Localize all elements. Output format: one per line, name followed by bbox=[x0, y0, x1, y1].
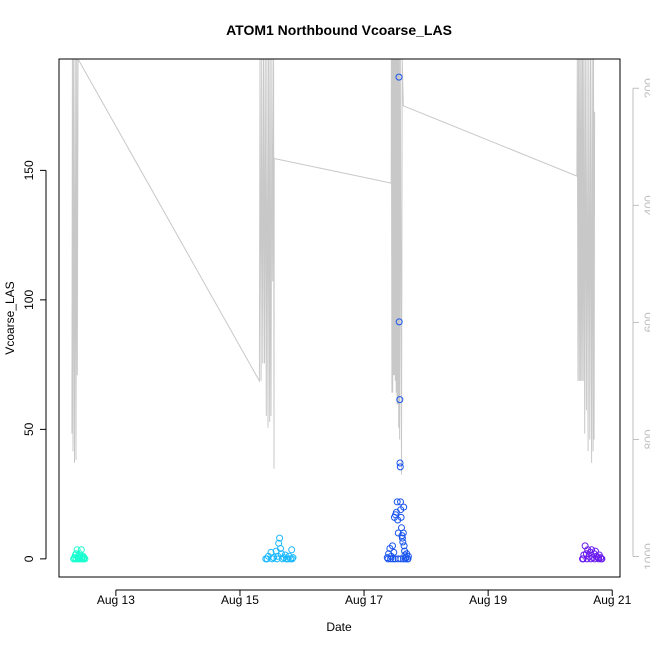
data-point bbox=[583, 555, 591, 563]
data-point bbox=[268, 555, 276, 563]
data-point bbox=[288, 555, 296, 563]
data-point bbox=[397, 555, 405, 563]
data-point bbox=[595, 555, 603, 563]
data-point bbox=[387, 555, 395, 563]
data-point bbox=[270, 554, 278, 562]
data-point bbox=[404, 555, 412, 563]
data-point bbox=[399, 538, 407, 546]
data-point bbox=[400, 542, 408, 550]
chart-title: ATOM1 Northbound Vcoarse_LAS bbox=[226, 22, 452, 38]
data-point bbox=[390, 548, 398, 556]
data-point bbox=[579, 555, 587, 563]
data-point bbox=[77, 546, 85, 554]
data-point bbox=[288, 546, 296, 554]
data-point bbox=[263, 555, 271, 563]
y-tick-label: 150 bbox=[22, 160, 36, 180]
right-tick-label: 1000 bbox=[642, 543, 650, 570]
data-point bbox=[276, 534, 284, 542]
data-point bbox=[591, 547, 599, 555]
data-point bbox=[398, 534, 406, 542]
right-tick-label: 800 bbox=[642, 429, 650, 449]
points-layer bbox=[70, 73, 606, 563]
data-point bbox=[395, 318, 403, 326]
right-axis-series-line bbox=[71, 59, 596, 475]
x-axis-label: Date bbox=[326, 620, 352, 634]
data-point bbox=[597, 555, 605, 563]
right-tick-label: 400 bbox=[642, 195, 650, 215]
right-axis-line-layer bbox=[71, 59, 596, 475]
axes-layer: Aug 13 Aug 15 Aug 17 Aug 19 Aug 21 0 50 100 150 2… bbox=[22, 78, 650, 607]
data-point bbox=[384, 555, 392, 563]
y-tick-label: 100 bbox=[22, 290, 36, 310]
x-tick-label: Aug 19 bbox=[469, 593, 507, 607]
data-point bbox=[587, 555, 595, 563]
data-point bbox=[401, 555, 409, 563]
data-point bbox=[389, 555, 397, 563]
data-point bbox=[400, 503, 408, 511]
right-tick-label: 200 bbox=[642, 78, 650, 98]
data-point bbox=[399, 529, 407, 537]
data-point bbox=[284, 555, 292, 563]
data-point bbox=[396, 463, 404, 471]
data-point bbox=[277, 545, 284, 552]
y-axis-label: Vcoarse_LAS bbox=[3, 281, 17, 354]
data-point bbox=[400, 555, 407, 563]
data-point bbox=[396, 396, 404, 404]
data-point bbox=[389, 542, 396, 550]
right-tick-label: 600 bbox=[642, 312, 650, 332]
data-point bbox=[279, 555, 287, 563]
x-tick-label: Aug 13 bbox=[97, 593, 135, 607]
x-tick-label: Aug 15 bbox=[221, 593, 259, 607]
y-tick-label: 0 bbox=[22, 555, 36, 562]
plot-border bbox=[58, 58, 621, 578]
data-point bbox=[395, 73, 403, 81]
data-point bbox=[396, 459, 404, 467]
data-point bbox=[397, 513, 405, 521]
data-point bbox=[393, 498, 401, 506]
x-tick-label: Aug 21 bbox=[593, 593, 631, 607]
data-point bbox=[81, 555, 89, 563]
data-point bbox=[394, 555, 402, 563]
x-tick-label: Aug 17 bbox=[345, 593, 383, 607]
data-point bbox=[397, 498, 404, 506]
y-tick-label: 50 bbox=[22, 422, 36, 436]
